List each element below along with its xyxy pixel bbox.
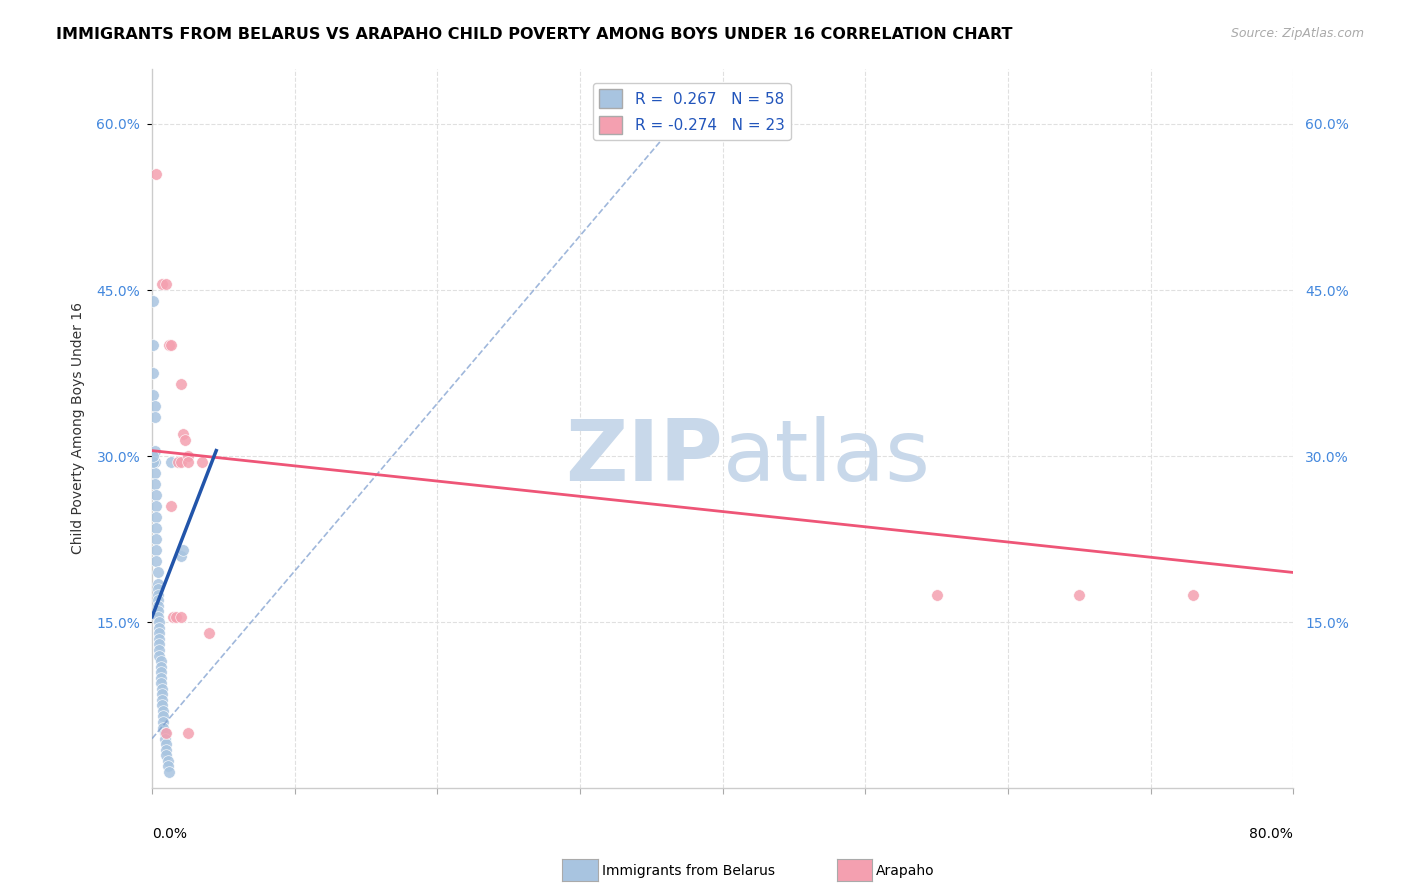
Point xyxy=(145,543,167,558)
Point xyxy=(146,576,169,591)
Point xyxy=(155,748,177,763)
Point xyxy=(146,609,169,624)
Point xyxy=(176,455,198,469)
Point xyxy=(152,714,174,729)
Point xyxy=(146,566,169,580)
Point xyxy=(146,582,169,596)
Point xyxy=(145,510,167,524)
Y-axis label: Child Poverty Among Boys Under 16: Child Poverty Among Boys Under 16 xyxy=(72,302,86,555)
Point xyxy=(143,455,166,469)
Text: Arapaho: Arapaho xyxy=(876,863,935,878)
Point xyxy=(150,681,173,696)
Point xyxy=(142,338,165,352)
Point xyxy=(148,632,170,646)
Point xyxy=(153,726,176,740)
Point xyxy=(169,455,191,469)
Point xyxy=(156,759,179,773)
Point xyxy=(176,726,198,740)
Point xyxy=(157,764,180,779)
Point xyxy=(143,466,166,480)
Point xyxy=(143,400,166,414)
Point xyxy=(925,588,948,602)
Point xyxy=(143,443,166,458)
Point xyxy=(142,294,165,309)
Point xyxy=(157,338,180,352)
Point xyxy=(198,626,221,640)
Point xyxy=(148,615,170,630)
Point xyxy=(159,499,181,513)
Point xyxy=(165,609,187,624)
Point xyxy=(146,604,169,618)
Point xyxy=(145,167,167,181)
Point xyxy=(169,377,191,392)
Point xyxy=(149,659,172,673)
Point xyxy=(169,549,191,563)
Point xyxy=(145,488,167,502)
Point xyxy=(152,709,174,723)
Point xyxy=(155,277,177,292)
Point xyxy=(149,676,172,690)
Point xyxy=(143,410,166,425)
Point xyxy=(150,693,173,707)
Point xyxy=(142,388,165,402)
Point xyxy=(145,533,167,547)
Text: atlas: atlas xyxy=(723,416,931,499)
Point xyxy=(149,671,172,685)
Point xyxy=(142,366,165,380)
Point xyxy=(159,455,181,469)
Text: Source: ZipAtlas.com: Source: ZipAtlas.com xyxy=(1230,27,1364,40)
Point xyxy=(148,643,170,657)
Point xyxy=(169,609,191,624)
Point xyxy=(155,726,177,740)
Point xyxy=(145,554,167,568)
Point xyxy=(150,277,173,292)
Text: IMMIGRANTS FROM BELARUS VS ARAPAHO CHILD POVERTY AMONG BOYS UNDER 16 CORRELATION: IMMIGRANTS FROM BELARUS VS ARAPAHO CHILD… xyxy=(56,27,1012,42)
Point xyxy=(142,455,165,469)
Legend: R =  0.267   N = 58, R = -0.274   N = 23: R = 0.267 N = 58, R = -0.274 N = 23 xyxy=(593,83,790,141)
Point xyxy=(148,626,170,640)
Point xyxy=(148,621,170,635)
Text: 80.0%: 80.0% xyxy=(1250,827,1294,841)
Point xyxy=(1069,588,1091,602)
Point xyxy=(172,543,194,558)
Text: ZIP: ZIP xyxy=(565,416,723,499)
Point xyxy=(150,687,173,701)
Point xyxy=(176,449,198,463)
Point xyxy=(173,433,195,447)
Text: 0.0%: 0.0% xyxy=(152,827,187,841)
Point xyxy=(156,754,179,768)
Point xyxy=(166,455,188,469)
Point xyxy=(148,637,170,651)
Point xyxy=(149,665,172,680)
Point xyxy=(1182,588,1205,602)
Point xyxy=(172,427,194,442)
Point xyxy=(149,654,172,668)
Point xyxy=(142,449,165,463)
Point xyxy=(152,704,174,718)
Point xyxy=(152,721,174,735)
Point xyxy=(162,609,184,624)
Point xyxy=(146,588,169,602)
Point xyxy=(155,737,177,751)
Point xyxy=(191,455,214,469)
Point xyxy=(155,742,177,756)
Point xyxy=(150,698,173,713)
Point xyxy=(159,338,181,352)
Text: Immigrants from Belarus: Immigrants from Belarus xyxy=(602,863,775,878)
Point xyxy=(146,593,169,607)
Point xyxy=(145,499,167,513)
Point xyxy=(148,648,170,663)
Point xyxy=(145,521,167,535)
Point xyxy=(153,731,176,746)
Point xyxy=(143,476,166,491)
Point xyxy=(146,599,169,613)
